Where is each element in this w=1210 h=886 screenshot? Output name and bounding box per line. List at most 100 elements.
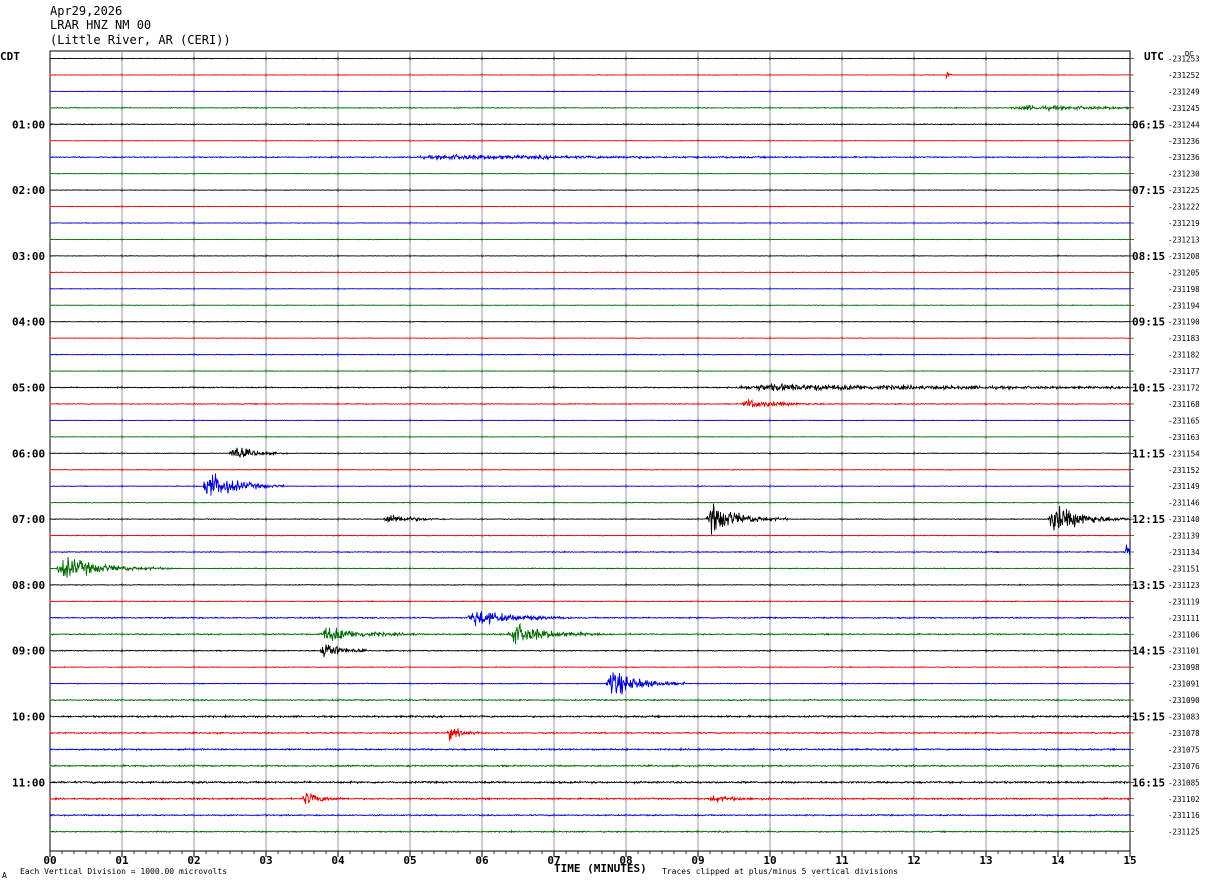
- dc-offset-label: -231252: [1168, 71, 1200, 80]
- trace-row-43: [49, 763, 1131, 768]
- dc-offset-label: -231140: [1168, 515, 1200, 524]
- trace-row-38: [49, 672, 1131, 695]
- x-axis-title: TIME (MINUTES): [554, 862, 647, 875]
- right-hour-label: 12:15: [1132, 513, 1165, 526]
- trace-row-17: [49, 337, 1131, 340]
- dc-offset-label: -231205: [1168, 268, 1200, 277]
- dc-offset-label: -231219: [1168, 219, 1200, 228]
- trace-row-18: [49, 353, 1130, 356]
- dc-offset-label: -231090: [1168, 696, 1200, 705]
- dc-offset-label: -231116: [1168, 811, 1200, 820]
- x-tick-label: 13: [979, 854, 992, 867]
- trace-row-14: [49, 287, 1131, 290]
- dc-offset-label: -231172: [1168, 384, 1200, 393]
- trace-row-12: [49, 255, 1131, 257]
- location-label: (Little River, AR (CERI)): [50, 33, 231, 47]
- trace-row-23: [49, 435, 1131, 438]
- dc-offset-label: -231245: [1168, 104, 1200, 113]
- dc-offset-label: -231163: [1168, 433, 1200, 442]
- left-hour-label: 08:00: [12, 579, 45, 592]
- dc-offset-label: -231190: [1168, 318, 1200, 327]
- right-hour-label: 11:15: [1132, 447, 1165, 460]
- x-tick-label: 05: [403, 854, 416, 867]
- dc-label: DC: [1185, 50, 1194, 58]
- dc-offset-label: -231152: [1168, 466, 1200, 475]
- dc-offset-label: -231154: [1168, 449, 1200, 458]
- dc-offset-label: -231119: [1168, 597, 1200, 606]
- dc-offset-label: -231075: [1168, 745, 1200, 754]
- dc-offset-label: -231236: [1168, 153, 1200, 162]
- trace-row-2: [49, 90, 1131, 93]
- right-hour-label: 15:15: [1132, 711, 1165, 724]
- x-tick-label: 04: [331, 854, 345, 867]
- trace-row-29: [49, 534, 1131, 537]
- trace-row-24: [49, 447, 1131, 458]
- dc-offset-label: -231182: [1168, 351, 1200, 360]
- trace-row-40: [49, 713, 1131, 719]
- dc-offset-label: -231098: [1168, 663, 1200, 672]
- trace-row-36: [49, 644, 1131, 658]
- right-hour-label: 10:15: [1132, 382, 1165, 395]
- trace-row-8: [49, 189, 1130, 192]
- station-label: LRAR HNZ NM 00: [50, 18, 152, 32]
- trace-row-35: [49, 622, 1131, 645]
- left-hour-label: 11:00: [12, 776, 45, 789]
- dc-offset-label: -231225: [1168, 186, 1200, 195]
- trace-row-27: [49, 501, 1131, 504]
- right-hour-label: 14:15: [1132, 645, 1165, 658]
- dc-offset-label: -231151: [1168, 564, 1200, 573]
- x-tick-label: 02: [187, 854, 200, 867]
- dc-offset-label: -231076: [1168, 762, 1200, 771]
- corner-mark: A: [2, 871, 7, 880]
- trace-row-39: [49, 698, 1131, 702]
- left-hour-label: 03:00: [12, 250, 45, 263]
- left-hour-label: 07:00: [12, 513, 45, 526]
- left-hour-label: 06:00: [12, 447, 45, 460]
- trace-row-28: [49, 503, 1131, 535]
- trace-row-21: [49, 398, 1131, 408]
- dc-offset-label: -231091: [1168, 680, 1200, 689]
- left-hour-label: 04:00: [12, 316, 45, 329]
- trace-row-9: [49, 205, 1131, 208]
- dc-offset-label: -231102: [1168, 795, 1200, 804]
- dc-offset-label: -231085: [1168, 778, 1200, 787]
- trace-row-16: [49, 320, 1131, 323]
- trace-row-7: [49, 172, 1131, 175]
- trace-row-37: [49, 665, 1131, 669]
- trace-row-19: [49, 370, 1131, 372]
- right-hour-label: 09:15: [1132, 316, 1165, 329]
- trace-row-32: [49, 583, 1131, 587]
- trace-row-4: [49, 123, 1131, 126]
- clip-note: Traces clipped at plus/minus 5 vertical …: [662, 867, 899, 876]
- trace-row-34: [49, 611, 1131, 626]
- dc-offset-label: -231244: [1168, 120, 1200, 129]
- trace-row-26: [49, 473, 1131, 496]
- dc-offset-label: -231123: [1168, 581, 1200, 590]
- right-timezone-label: UTC: [1144, 50, 1164, 63]
- dc-offset-label: -231194: [1168, 301, 1200, 310]
- trace-row-13: [49, 271, 1131, 274]
- x-tick-label: 14: [1051, 854, 1065, 867]
- dc-offset-label: -231208: [1168, 252, 1200, 261]
- trace-row-6: [49, 153, 1131, 161]
- right-hour-label: 07:15: [1132, 184, 1165, 197]
- left-hour-label: 10:00: [12, 711, 45, 724]
- trace-row-30: [49, 544, 1131, 556]
- dc-offset-label: -231165: [1168, 416, 1200, 425]
- dc-offset-label: -231249: [1168, 87, 1200, 96]
- date-label: Apr29,2026: [50, 4, 123, 18]
- trace-row-15: [49, 304, 1131, 307]
- x-tick-label: 00: [43, 854, 56, 867]
- right-hour-label: 06:15: [1132, 118, 1165, 131]
- trace-row-5: [50, 139, 1131, 142]
- x-tick-label: 09: [691, 854, 704, 867]
- dc-offset-label: -231253: [1168, 55, 1200, 64]
- left-hour-label: 01:00: [12, 118, 45, 131]
- trace-row-41: [49, 728, 1131, 741]
- trace-row-31: [49, 556, 1131, 578]
- dc-offset-label: -231139: [1168, 532, 1200, 541]
- dc-offset-label: -231111: [1168, 614, 1200, 623]
- dc-offset-label: -231083: [1168, 713, 1200, 722]
- x-tick-label: 08: [619, 854, 632, 867]
- right-hour-label: 08:15: [1132, 250, 1165, 263]
